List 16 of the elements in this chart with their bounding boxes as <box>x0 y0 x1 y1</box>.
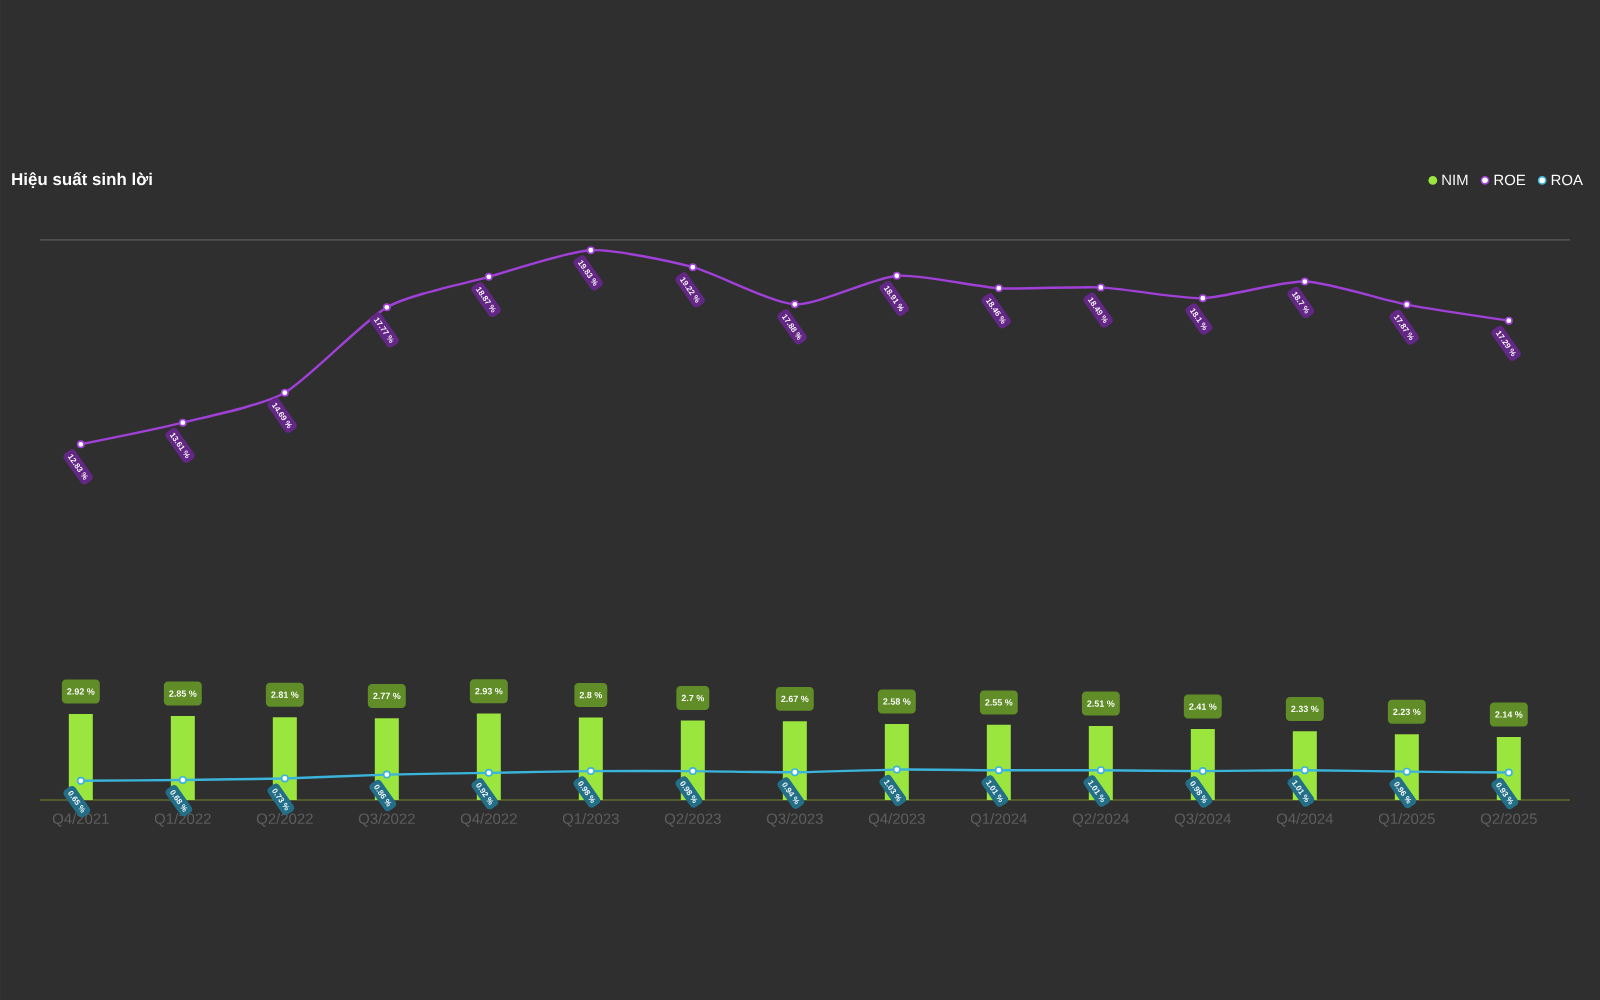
point <box>994 284 1003 293</box>
point <box>1198 294 1207 303</box>
point <box>484 272 493 281</box>
point <box>382 303 391 312</box>
point <box>1402 300 1411 309</box>
point <box>76 440 85 449</box>
point <box>586 246 595 255</box>
point <box>892 271 901 280</box>
point <box>178 418 187 427</box>
point <box>1096 283 1105 292</box>
point <box>280 388 289 397</box>
point <box>1504 316 1513 325</box>
chart-title: Hiệu suất sinh lời <box>12 171 152 188</box>
point <box>1300 277 1309 286</box>
point <box>688 263 697 272</box>
point <box>790 300 799 309</box>
